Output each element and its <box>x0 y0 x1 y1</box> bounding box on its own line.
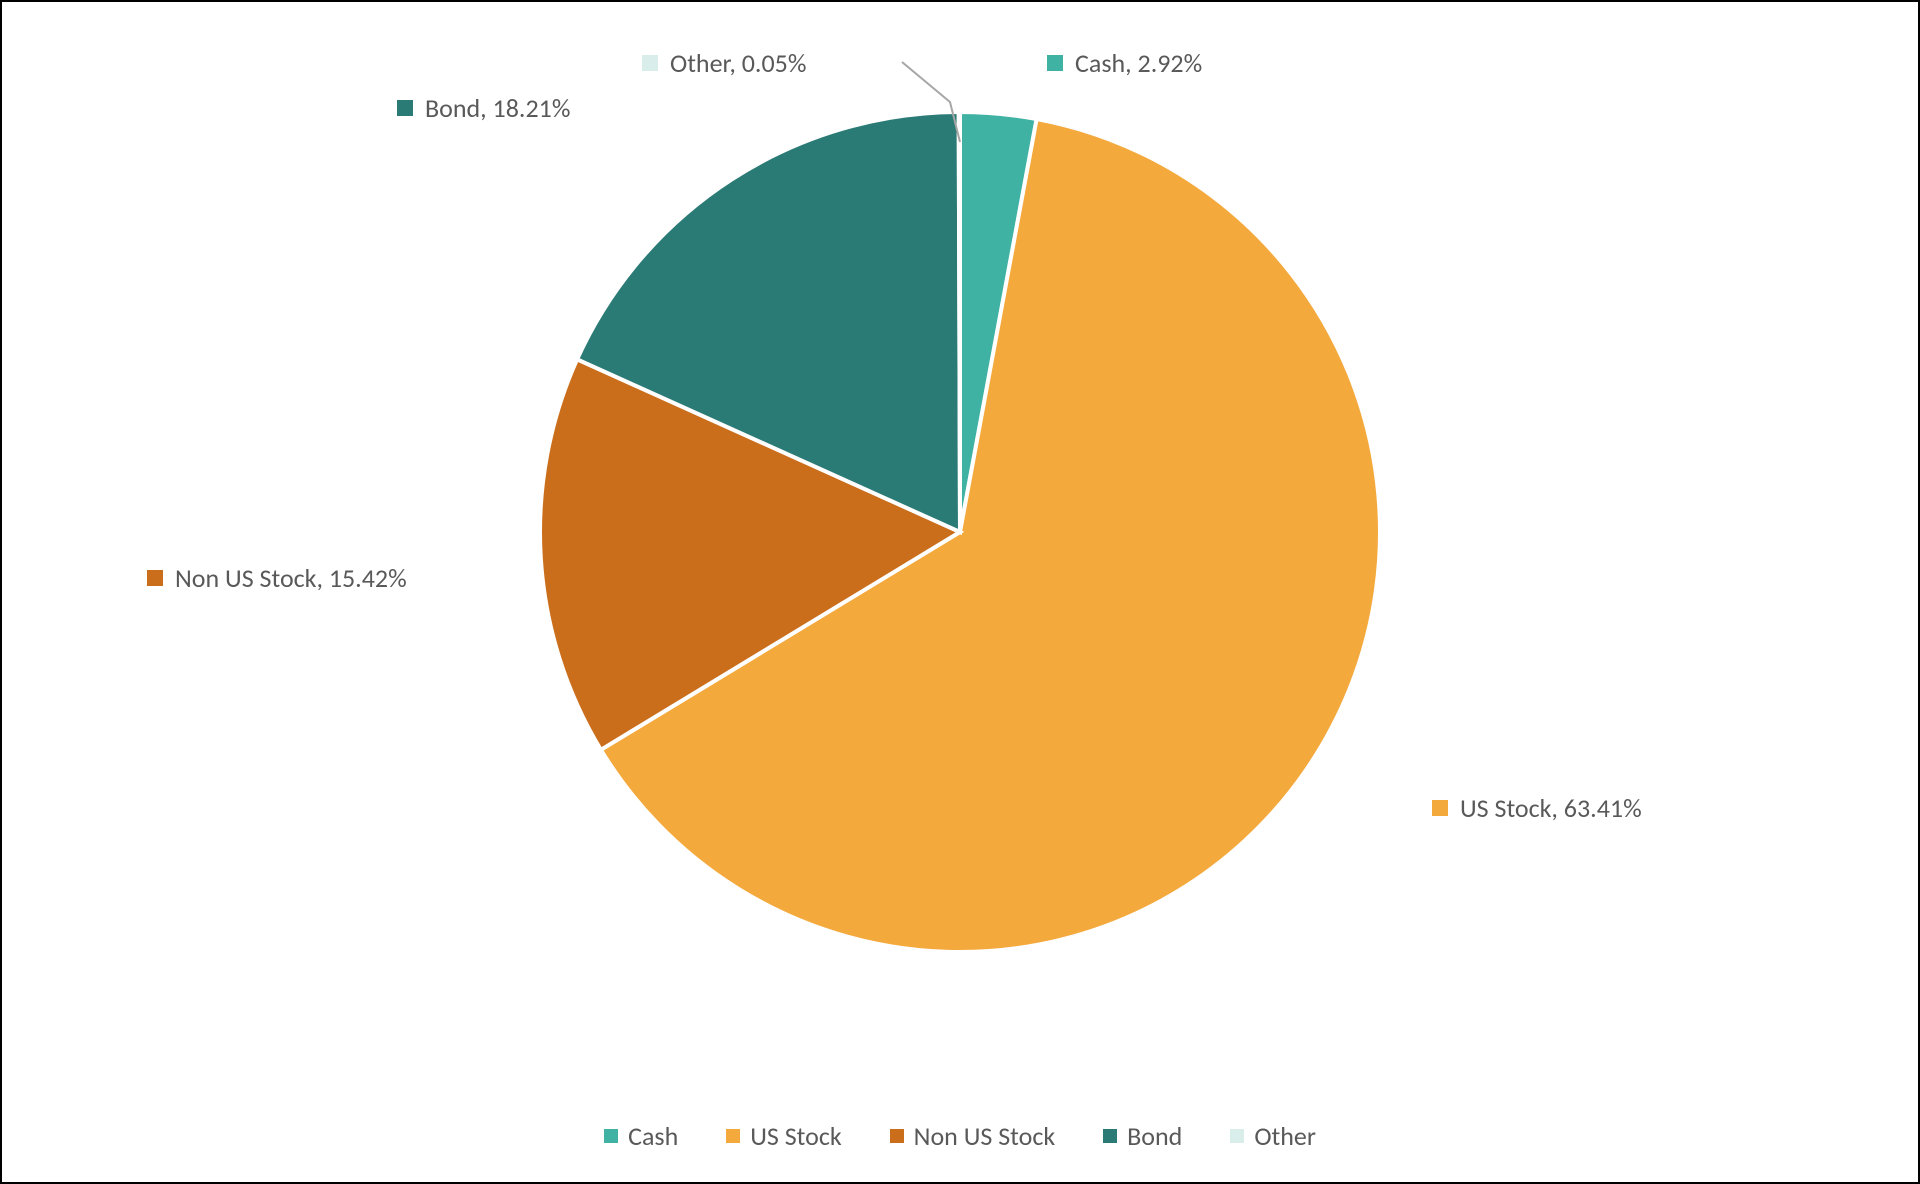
slice-label-us-stock: US Stock, 63.41% <box>1432 792 1642 824</box>
swatch-icon <box>726 1129 740 1143</box>
legend-item-cash: Cash <box>604 1120 678 1152</box>
swatch-icon <box>642 55 658 71</box>
swatch-icon <box>890 1129 904 1143</box>
slice-label-cash: Cash, 2.92% <box>1047 47 1202 79</box>
pie-area: Cash, 2.92% US Stock, 63.41% Non US Stock,… <box>2 2 1918 1062</box>
swatch-icon <box>1432 800 1448 816</box>
slice-label-other: Other, 0.05% <box>642 47 806 79</box>
legend-item-other: Other <box>1230 1120 1316 1152</box>
legend-label: US Stock <box>750 1120 841 1152</box>
slice-label-text: Cash, 2.92% <box>1075 47 1202 79</box>
pie-slice-other <box>959 112 960 532</box>
chart-container: Cash, 2.92% US Stock, 63.41% Non US Stock,… <box>0 0 1920 1184</box>
legend-item-us-stock: US Stock <box>726 1120 841 1152</box>
legend-label: Cash <box>628 1120 678 1152</box>
slice-label-non-us-stock: Non US Stock, 15.42% <box>147 562 407 594</box>
slice-label-text: Non US Stock, 15.42% <box>175 562 407 594</box>
swatch-icon <box>1103 1129 1117 1143</box>
legend: Cash US Stock Non US Stock Bond Other <box>2 1120 1918 1152</box>
slice-label-text: Other, 0.05% <box>670 47 806 79</box>
legend-label: Non US Stock <box>914 1120 1055 1152</box>
swatch-icon <box>604 1129 618 1143</box>
slice-label-bond: Bond, 18.21% <box>397 92 570 124</box>
swatch-icon <box>397 100 413 116</box>
pie-chart <box>510 82 1410 982</box>
swatch-icon <box>1047 55 1063 71</box>
legend-item-non-us-stock: Non US Stock <box>890 1120 1055 1152</box>
legend-item-bond: Bond <box>1103 1120 1182 1152</box>
swatch-icon <box>147 570 163 586</box>
legend-label: Bond <box>1127 1120 1182 1152</box>
legend-label: Other <box>1254 1120 1316 1152</box>
slice-label-text: US Stock, 63.41% <box>1460 792 1642 824</box>
slice-label-text: Bond, 18.21% <box>425 92 570 124</box>
swatch-icon <box>1230 1129 1244 1143</box>
